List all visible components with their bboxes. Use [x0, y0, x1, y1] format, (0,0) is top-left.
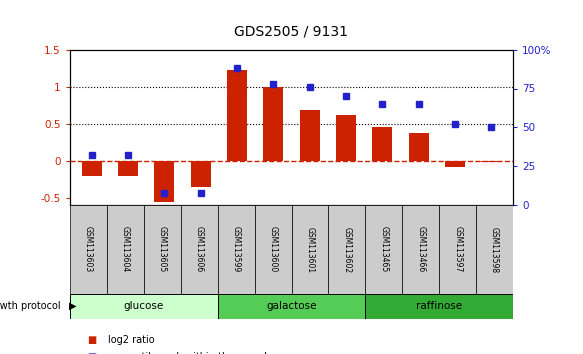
Bar: [481, 161, 501, 162]
Text: ▶: ▶: [69, 301, 76, 311]
Bar: [300, 110, 319, 161]
Bar: [191, 161, 210, 187]
Bar: [445, 161, 465, 167]
Text: GSM113601: GSM113601: [305, 227, 314, 273]
Text: growth protocol: growth protocol: [0, 301, 64, 311]
Text: log2 ratio: log2 ratio: [108, 335, 154, 344]
Bar: [336, 115, 356, 161]
Text: ■: ■: [87, 335, 97, 344]
Bar: [439, 205, 476, 294]
Bar: [328, 205, 366, 294]
Bar: [217, 205, 255, 294]
Bar: [144, 205, 181, 294]
Bar: [292, 205, 328, 294]
Text: glucose: glucose: [124, 301, 164, 311]
Bar: [154, 161, 174, 202]
Bar: [373, 127, 392, 161]
Bar: [255, 205, 292, 294]
Bar: [409, 133, 429, 161]
Text: GSM113465: GSM113465: [380, 227, 388, 273]
Bar: [366, 205, 402, 294]
Text: GSM113598: GSM113598: [490, 227, 499, 273]
Bar: [70, 294, 217, 319]
Bar: [227, 70, 247, 161]
Bar: [118, 161, 138, 176]
Bar: [402, 205, 439, 294]
Text: GSM113606: GSM113606: [195, 227, 203, 273]
Text: galactose: galactose: [266, 301, 317, 311]
Text: GSM113600: GSM113600: [269, 227, 278, 273]
Text: GDS2505 / 9131: GDS2505 / 9131: [234, 25, 349, 39]
Text: GSM113599: GSM113599: [231, 227, 241, 273]
Bar: [217, 294, 366, 319]
Bar: [264, 87, 283, 161]
Text: GSM113604: GSM113604: [121, 227, 130, 273]
Text: GSM113466: GSM113466: [416, 227, 425, 273]
Bar: [82, 161, 102, 176]
Text: raffinose: raffinose: [416, 301, 462, 311]
Bar: [70, 205, 107, 294]
Text: GSM113603: GSM113603: [84, 227, 93, 273]
Bar: [107, 205, 144, 294]
Text: GSM113597: GSM113597: [453, 227, 462, 273]
Bar: [181, 205, 217, 294]
Text: percentile rank within the sample: percentile rank within the sample: [108, 352, 273, 354]
Text: GSM113602: GSM113602: [342, 227, 352, 273]
Text: GSM113605: GSM113605: [158, 227, 167, 273]
Bar: [366, 294, 513, 319]
Text: ■: ■: [87, 352, 97, 354]
Bar: [476, 205, 513, 294]
